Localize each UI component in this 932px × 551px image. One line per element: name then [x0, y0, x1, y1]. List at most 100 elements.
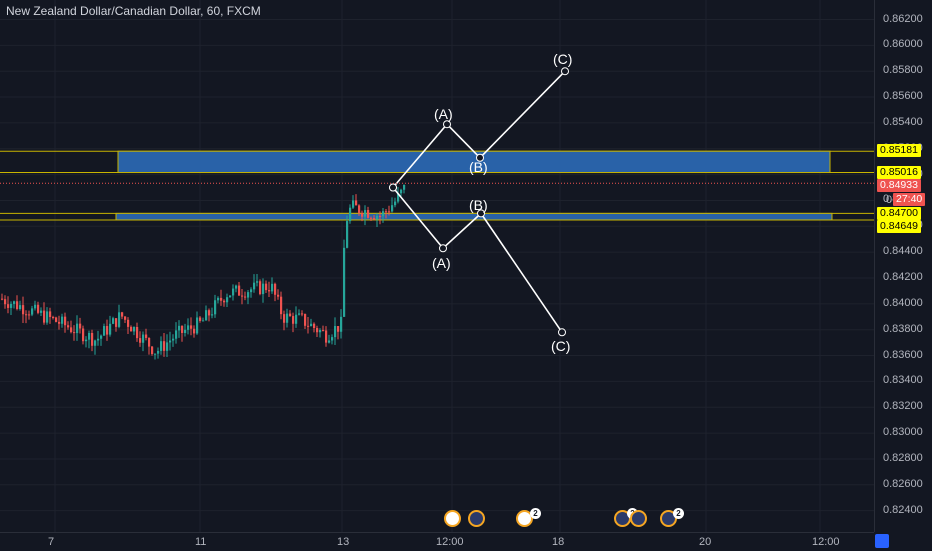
candle-body [220, 297, 223, 301]
candle-body [364, 210, 367, 217]
candle-body [217, 297, 220, 301]
candle-body [46, 311, 49, 323]
zone-bottom-price-badge: 0.85016 [877, 166, 921, 179]
candle-body [58, 321, 61, 324]
tradingview-logo-icon[interactable] [875, 534, 889, 548]
candle-body [283, 314, 286, 323]
candle-body [166, 342, 169, 351]
candle-body [250, 289, 253, 293]
wave-label-up-b: (B) [469, 159, 488, 175]
candle-body [256, 281, 259, 283]
candle-body [79, 323, 82, 329]
candle-body [277, 294, 280, 297]
candle-body [52, 317, 55, 319]
candle-body [88, 332, 91, 340]
chart-pane[interactable] [0, 0, 874, 532]
wave-label-down-b: (B) [469, 197, 488, 213]
price-tick: 0.84400 [883, 245, 923, 258]
price-tick: 0.83600 [883, 348, 923, 361]
candle-body [331, 337, 334, 341]
candle-body [100, 335, 103, 339]
candle-body [175, 330, 178, 339]
candle-body [274, 283, 277, 295]
time-tick: 11 [195, 536, 207, 548]
candle-body [385, 211, 388, 213]
candle-body [313, 323, 316, 329]
candle-body [379, 215, 382, 217]
candle-body [49, 311, 52, 318]
candle-body [76, 323, 79, 334]
candle-body [4, 299, 7, 305]
canada-flag-icon[interactable] [516, 510, 533, 527]
candle-body [118, 312, 121, 327]
time-scale[interactable]: 7 11 13 12:00 18 20 12:00 [0, 532, 874, 551]
candle-body [112, 318, 115, 324]
symbol-title: New Zealand Dollar/Canadian Dollar, 60, … [6, 4, 261, 18]
price-tick: 0.84200 [883, 271, 923, 283]
wave-label-up-c: (C) [553, 51, 573, 67]
candle-body [103, 326, 106, 336]
price-tick: 0.83000 [883, 426, 923, 439]
wave-label-up-a: (A) [434, 106, 453, 122]
candle-body [10, 303, 13, 308]
time-tick: 20 [699, 536, 712, 548]
candle-body [337, 326, 340, 332]
candle-body [244, 296, 247, 298]
bearish-wave-line [392, 187, 563, 333]
candle-body [316, 328, 319, 333]
candle-body [61, 316, 64, 324]
candle-body [91, 332, 94, 346]
candle-body [82, 328, 85, 342]
candle-body [181, 325, 184, 334]
price-tick: 0.85600 [883, 90, 923, 103]
candle-body [34, 304, 37, 309]
price-tick: 0.85400 [883, 115, 923, 128]
candle-body [259, 281, 262, 295]
candle-body [25, 314, 28, 316]
candle-body [115, 318, 118, 327]
candle-body [199, 317, 202, 321]
candle-body [106, 326, 109, 335]
candle-body [85, 339, 88, 342]
candle-body [133, 327, 136, 332]
grid-lines [0, 0, 874, 532]
candle-body [19, 305, 22, 309]
candle-body [142, 334, 145, 343]
new-zealand-flag-icon[interactable] [630, 510, 647, 527]
candle-body [214, 300, 217, 315]
candle-body [172, 338, 175, 341]
price-tick-fragment: 0 [886, 194, 893, 206]
candle-body [145, 334, 148, 338]
price-scale[interactable]: 0.862000.860000.858000.856000.854000.852… [874, 0, 932, 532]
candle-body [148, 337, 151, 347]
candle-body [325, 330, 328, 343]
price-tick: 0.85800 [883, 64, 923, 77]
candle-body [403, 184, 406, 190]
candle-body [382, 211, 385, 217]
bearish-wave-point [558, 328, 566, 337]
candle-body [367, 210, 370, 218]
candle-body [154, 353, 157, 355]
candle-body [301, 313, 304, 315]
candle-body [136, 327, 139, 339]
candle-body [343, 247, 346, 317]
candle-body [130, 326, 133, 332]
candle-body [226, 297, 229, 303]
candle-body [157, 350, 160, 354]
new-zealand-flag-icon[interactable] [468, 510, 485, 527]
candle-body [307, 325, 310, 327]
wave-label-down-a: (A) [432, 255, 451, 271]
candle-body [358, 205, 361, 213]
candle-body [55, 317, 58, 322]
candle-body [253, 282, 256, 290]
candle-body [163, 341, 166, 351]
candle-body [160, 341, 163, 351]
bearish-wave-point [389, 183, 397, 192]
candle-body [262, 283, 265, 295]
candle-body [235, 285, 238, 289]
candle-body [373, 218, 376, 220]
canada-flag-icon[interactable] [444, 510, 461, 527]
candle-body [1, 298, 4, 300]
candle-body [40, 310, 43, 313]
price-tick: 0.82400 [883, 503, 923, 516]
